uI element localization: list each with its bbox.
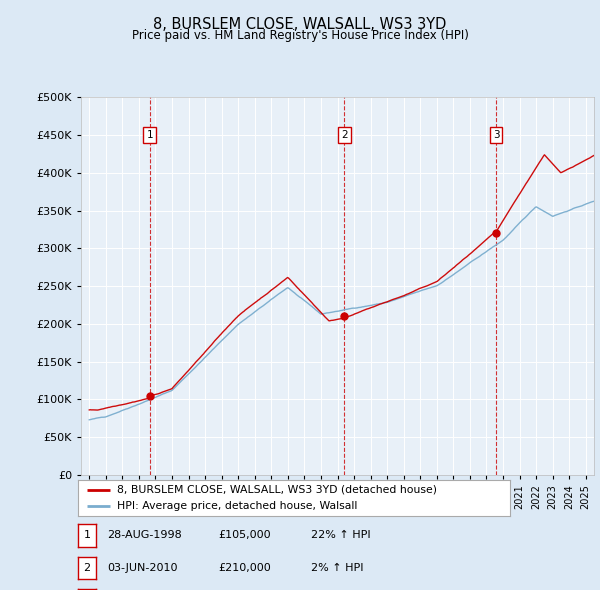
Text: 2% ↑ HPI: 2% ↑ HPI: [311, 563, 364, 573]
Text: £210,000: £210,000: [218, 563, 271, 573]
Text: 1: 1: [83, 530, 91, 540]
Text: 8, BURSLEM CLOSE, WALSALL, WS3 3YD: 8, BURSLEM CLOSE, WALSALL, WS3 3YD: [154, 17, 446, 31]
Text: 3: 3: [493, 130, 499, 140]
Text: £105,000: £105,000: [218, 530, 271, 540]
Text: 03-JUN-2010: 03-JUN-2010: [107, 563, 178, 573]
Text: Price paid vs. HM Land Registry's House Price Index (HPI): Price paid vs. HM Land Registry's House …: [131, 30, 469, 42]
Text: 2: 2: [83, 563, 91, 573]
Text: 28-AUG-1998: 28-AUG-1998: [107, 530, 182, 540]
Text: 22% ↑ HPI: 22% ↑ HPI: [311, 530, 370, 540]
Text: 2: 2: [341, 130, 348, 140]
Text: 8, BURSLEM CLOSE, WALSALL, WS3 3YD (detached house): 8, BURSLEM CLOSE, WALSALL, WS3 3YD (deta…: [117, 484, 437, 494]
Text: HPI: Average price, detached house, Walsall: HPI: Average price, detached house, Wals…: [117, 502, 357, 512]
Text: 1: 1: [146, 130, 153, 140]
